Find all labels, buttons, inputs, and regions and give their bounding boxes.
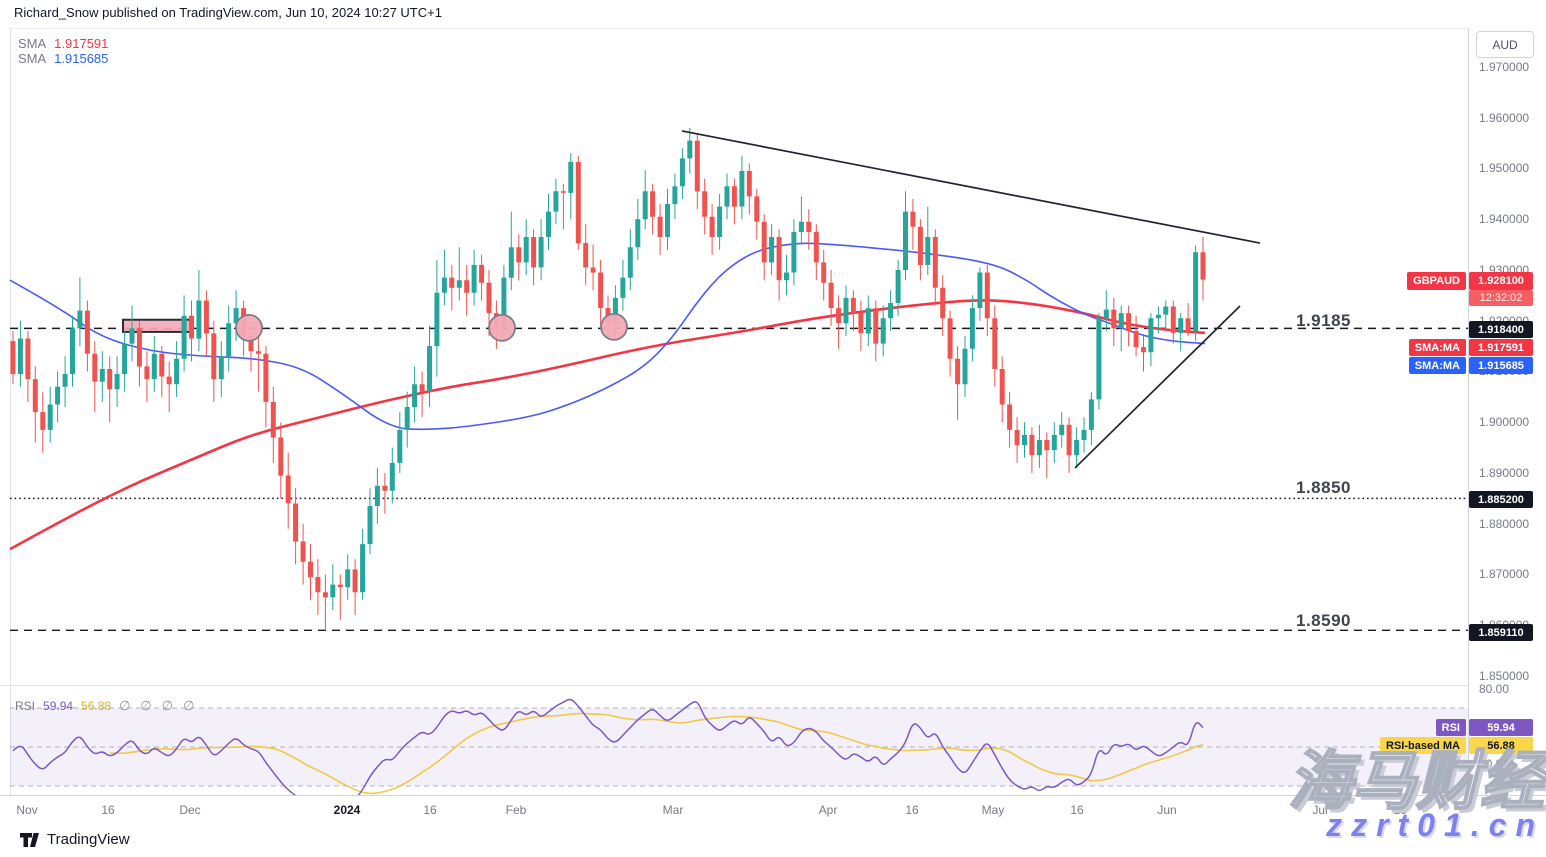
rsi-divergence-empty-4: ∅ [183,698,197,713]
sma-red-legend-row: SMA 1.917591 [18,36,108,51]
pane-divider [0,685,1468,686]
down-candle-wicks[interactable] [12,133,1204,631]
ascending-trendline[interactable] [1074,305,1241,469]
tradingview-logo-link[interactable]: TradingView [20,831,130,848]
time-axis-tick: Jun [1157,803,1177,817]
sma-red-line [9,299,1206,551]
close-price-badge: 1.918400 [1469,321,1533,338]
chart-pane-frame [10,28,1469,796]
highlight-circle-drawing-1[interactable] [235,313,263,342]
sma-red-badge-value: 1.917591 [1469,339,1533,356]
rsi-value: 59.94 [43,699,74,713]
sma-red-value: 1.917591 [54,36,109,51]
price-axis-tick: 40.00 [1479,757,1510,771]
time-axis[interactable]: Nov 16 Dec 2024 16 Feb Mar Apr 16 May 16 Jun Jul 16 [0,795,1546,825]
time-axis-tick: 16 [1393,803,1407,817]
price-axis-tick: 1.870000 [1479,567,1530,581]
highlight-circle-drawing-2[interactable] [488,313,516,342]
symbol-badge: GBPAUD [1407,272,1466,290]
time-axis-tick: Feb [505,803,527,817]
level-label-1-8850[interactable]: 1.8850 [1296,478,1351,497]
sma-blue-badge-label: SMA:MA [1408,357,1466,374]
sma-blue-badge-value: 1.915685 [1469,357,1533,374]
price-axis-tick: 80.00 [1479,682,1510,696]
rsi-ma-value: 56.88 [81,699,112,713]
tradingview-logo-icon [20,832,39,847]
price-axis-tick: 1.900000 [1479,415,1530,429]
sma-red-badge-label: SMA:MA [1408,339,1466,356]
last-price-badge: 1.928100 [1469,272,1533,290]
up-candle-bodies[interactable] [17,140,1199,598]
rsi-ma-badge-label: RSI-based MA [1380,737,1466,754]
rsi-divergence-empty-3: ∅ [161,698,176,713]
up-candle-wicks[interactable] [19,127,1197,610]
sma-blue-label: SMA [18,51,47,66]
time-axis-tick: 16 [905,803,919,817]
descending-trendline[interactable] [681,130,1261,244]
time-axis-tick: Nov [16,803,38,817]
price-axis-tick: 1.880000 [1479,517,1530,531]
sma-blue-legend-row: SMA 1.915685 [18,51,108,66]
rsi-line [12,698,1204,795]
price-axis-tick: 1.970000 [1479,60,1530,74]
tradingview-logo-text: TradingView [47,831,130,848]
time-axis-tick: Jul [1312,803,1328,817]
publish-header: Richard_Snow published on TradingView.co… [0,0,1546,26]
sma-blue-line [9,242,1206,431]
rsi-badge-value: 59.94 [1469,719,1533,736]
time-axis-tick: Dec [179,803,201,817]
rsi-ma-line [109,712,1204,795]
time-axis-tick: May [981,803,1005,817]
rsi-label: RSI [15,699,36,713]
bar-countdown-badge: 12:32:02 [1469,290,1533,306]
rsi-divergence-empty-2: ∅ [140,698,154,713]
price-axis-tick: 1.850000 [1479,669,1530,683]
price-axis-tick: 1.960000 [1479,111,1530,125]
level-badge-1-8591: 1.859110 [1469,624,1533,641]
price-axis-tick: 1.950000 [1479,161,1530,175]
time-axis-tick: 2024 [333,803,361,817]
time-axis-tick: 16 [101,803,115,817]
level-label-1-8590[interactable]: 1.8590 [1296,611,1351,630]
price-axis-tick: 1.940000 [1479,212,1530,226]
sma-blue-value: 1.915685 [54,51,109,66]
time-axis-tick: 16 [1070,803,1084,817]
sma-red-label: SMA [18,36,47,51]
rsi-divergence-empty-1: ∅ [119,698,133,713]
down-candle-bodies[interactable] [10,140,1206,598]
price-axis[interactable]: 1.970000 1.960000 1.950000 1.940000 1.930000… [1468,28,1546,795]
main-legend: SMA 1.917591 SMA 1.915685 [18,36,108,66]
time-axis-tick: Apr [818,803,838,817]
rsi-ma-badge-value: 56.88 [1469,737,1533,754]
footer-bar: TradingView [0,823,1546,857]
level-label-1-9185[interactable]: 1.9185 [1296,311,1351,330]
time-axis-tick: 16 [423,803,437,817]
highlight-circle-drawing-3[interactable] [600,312,628,341]
level-badge-1-8852: 1.885200 [1469,491,1533,508]
publish-text: Richard_Snow published on TradingView.co… [14,5,442,20]
currency-toggle-button[interactable]: AUD [1476,31,1534,58]
time-axis-tick: Mar [662,803,684,817]
rsi-badge-label: RSI [1435,719,1466,736]
price-axis-tick: 1.890000 [1479,466,1530,480]
rsi-legend: RSI 59.94 56.88 ∅ ∅ ∅ ∅ [15,698,196,714]
